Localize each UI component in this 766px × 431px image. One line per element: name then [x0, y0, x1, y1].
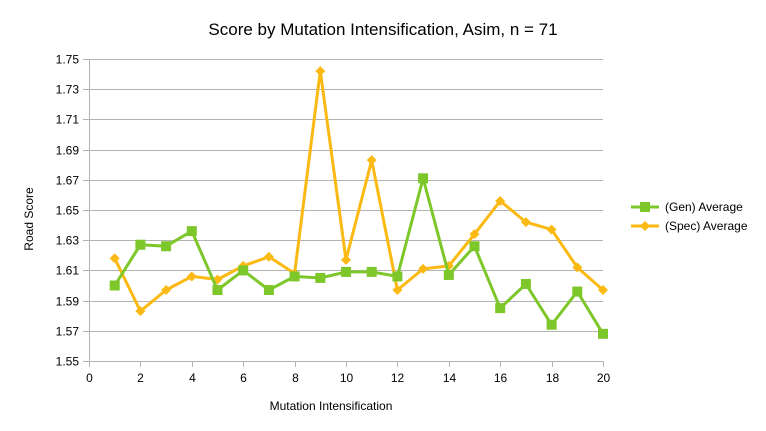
- y-tick-label: 1.65: [56, 204, 80, 218]
- data-point: [186, 271, 197, 282]
- x-axis-label: Mutation Intensification: [270, 399, 393, 413]
- data-point: [366, 155, 377, 166]
- gridlines: [89, 59, 603, 362]
- legend-swatch-marker: [640, 221, 650, 231]
- x-tick-label: 18: [546, 371, 560, 385]
- data-point: [186, 226, 197, 237]
- data-point: [366, 266, 377, 277]
- x-tick-label: 20: [597, 371, 611, 385]
- x-tick-label: 8: [292, 371, 299, 385]
- data-point: [238, 265, 249, 276]
- x-tick-label: 2: [137, 371, 144, 385]
- data-point: [341, 266, 351, 277]
- x-tick-label: 10: [340, 371, 354, 385]
- axes: 1.55 1.57 1.59 1.61 1.63 1.65 1.67 1.69 1.71 1.73…: [56, 53, 611, 386]
- data-point: [341, 254, 351, 265]
- series-gen: [109, 173, 608, 339]
- data-point: [598, 328, 608, 339]
- data-point: [546, 224, 557, 235]
- legend-label: (Spec) Average: [665, 219, 748, 233]
- data-point: [495, 195, 506, 206]
- x-tick-label: 12: [391, 371, 405, 385]
- data-point: [161, 285, 172, 296]
- data-point: [109, 253, 120, 264]
- data-point: [520, 278, 531, 289]
- x-tick-label: 6: [240, 371, 247, 385]
- data-point: [418, 263, 429, 274]
- data-point: [135, 239, 146, 250]
- data-point: [109, 280, 120, 291]
- chart-title: Score by Mutation Intensification, Asim,…: [208, 20, 557, 39]
- data-point: [418, 173, 429, 184]
- y-axis-label: Road Score: [22, 187, 36, 251]
- series-line: [113, 69, 604, 313]
- data-point: [289, 271, 300, 282]
- data-point: [212, 285, 223, 296]
- series-group: [109, 66, 608, 339]
- data-point: [598, 285, 608, 296]
- data-point: [392, 285, 403, 296]
- legend-item: (Spec) Average: [631, 219, 748, 233]
- data-point: [263, 251, 274, 262]
- legend-item: (Gen) Average: [631, 200, 743, 214]
- data-point: [469, 229, 480, 240]
- data-point: [161, 241, 172, 252]
- data-point: [392, 271, 403, 282]
- y-tick-label: 1.55: [56, 355, 80, 369]
- x-tick-label: 16: [494, 371, 508, 385]
- legend-label: (Gen) Average: [665, 200, 743, 214]
- data-point: [520, 217, 531, 228]
- x-tick-label: 0: [86, 371, 93, 385]
- y-tick-label: 1.61: [56, 264, 80, 278]
- data-point: [443, 269, 454, 280]
- legend-swatch-marker: [640, 202, 650, 212]
- y-tick-label: 1.67: [56, 174, 80, 188]
- y-tick-label: 1.75: [56, 53, 80, 67]
- data-point: [315, 272, 326, 283]
- y-tick-label: 1.73: [56, 83, 80, 97]
- series-line: [113, 176, 605, 335]
- y-tick-label: 1.57: [56, 325, 80, 339]
- x-tick-label: 4: [189, 371, 196, 385]
- data-point: [495, 303, 506, 314]
- data-point: [546, 319, 557, 330]
- data-point: [315, 66, 326, 77]
- y-tick-label: 1.59: [56, 295, 80, 309]
- data-point: [572, 286, 583, 297]
- data-point: [135, 306, 146, 317]
- legend: (Gen) Average (Spec) Average: [631, 200, 748, 233]
- data-point: [263, 285, 274, 296]
- x-tick-label: 14: [443, 371, 457, 385]
- y-tick-label: 1.71: [56, 113, 80, 127]
- y-tick-label: 1.69: [56, 144, 80, 158]
- data-point: [469, 241, 480, 252]
- y-tick-label: 1.63: [56, 234, 80, 248]
- series-spec: [109, 66, 608, 317]
- data-point: [572, 262, 583, 273]
